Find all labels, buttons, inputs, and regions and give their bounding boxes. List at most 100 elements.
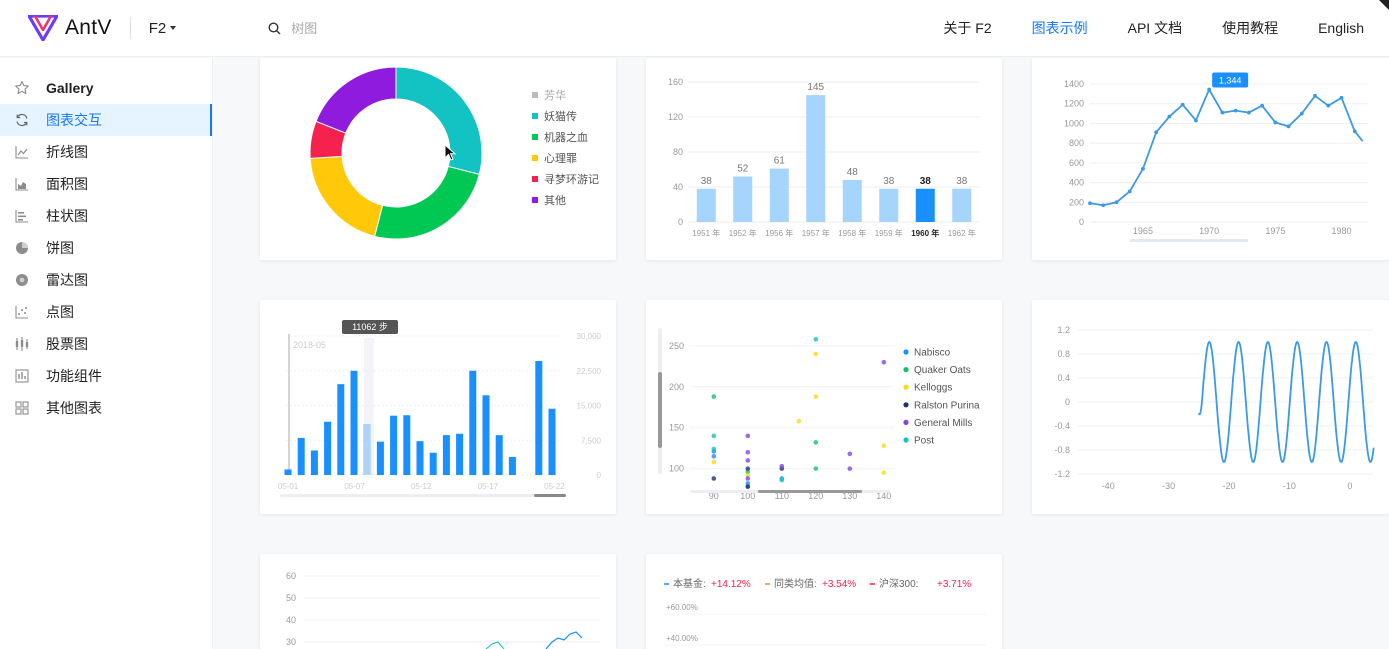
- data-point: [1154, 130, 1159, 135]
- bar: [310, 450, 318, 475]
- x-tick-label: 1960 年: [911, 228, 939, 238]
- legend-marker: [532, 113, 538, 119]
- scatter-point: [813, 394, 819, 399]
- series-line: [485, 641, 505, 649]
- scatter-point: [711, 394, 717, 399]
- x-tick-label: 130: [842, 491, 857, 501]
- sidebar-item-label: 柱状图: [46, 208, 88, 224]
- x-tick-label: 1957 年: [802, 228, 830, 238]
- data-label: 38: [920, 176, 932, 187]
- nav-tutorial[interactable]: 使用教程: [1222, 20, 1279, 36]
- legend-label: Ralston Purina: [914, 400, 980, 411]
- y-tick-label: 1000: [1064, 118, 1084, 128]
- sidebar-item-stock[interactable]: 股票图: [0, 328, 212, 360]
- chart-card-steps[interactable]: 0 7,500 15,000 22,500 30,000 2018-05 11062 步 05…: [260, 300, 616, 514]
- data-point: [1114, 200, 1119, 205]
- sidebar-item-dot[interactable]: 点图: [0, 296, 212, 328]
- bar: [297, 437, 305, 475]
- scatter-point: [813, 351, 819, 357]
- tooltip-text: 1,344: [1219, 76, 1242, 86]
- y-tick-label: 200: [669, 382, 684, 392]
- chart-card-sine[interactable]: -1.2 -0.8 -0.4 0 0.4 0.8 1.2 -40 -30 -20 -10 0: [1032, 300, 1389, 514]
- data-point: [1246, 110, 1251, 115]
- scatter-point: [745, 458, 751, 463]
- scatter-point: [881, 359, 887, 365]
- nav-about[interactable]: 关于 F2: [943, 20, 992, 36]
- scatter-point: [745, 466, 751, 471]
- line-chart: 0 200 400 600 800 1000 1200 1400 1965 1970 1975 198…: [1064, 72, 1368, 242]
- sidebar-item-label: 股票图: [46, 336, 88, 352]
- sidebar-item-line[interactable]: 折线图: [0, 136, 212, 168]
- chart-card-scatter[interactable]: 100 150 200 250 90 100 110 120 130 140 Nabisco Quak…: [646, 300, 1002, 514]
- search-input[interactable]: [291, 20, 492, 36]
- sidebar-item-bar[interactable]: 柱状图: [0, 200, 212, 232]
- sidebar-item-label: 功能组件: [46, 368, 102, 384]
- hover-band: [364, 338, 374, 475]
- x-tick-label: 120: [808, 491, 823, 501]
- sidebar-item-components[interactable]: 功能组件: [0, 360, 212, 392]
- y-tick-label: 0.4: [1057, 373, 1070, 383]
- legend-label: General Mills: [914, 418, 972, 429]
- sidebar-item-radar[interactable]: 雷达图: [0, 264, 212, 296]
- scatter-point: [745, 449, 751, 455]
- x-tick-label: 1975: [1265, 226, 1285, 236]
- legend-label: 沪深300:: [879, 577, 918, 590]
- antv-logo-icon: [28, 15, 58, 41]
- legend-label: Quaker Oats: [914, 365, 971, 376]
- data-point: [1233, 108, 1238, 113]
- data-label: 61: [774, 156, 786, 167]
- y-tick-label: 120: [668, 112, 683, 122]
- data-label: 52: [737, 164, 749, 175]
- data-point: [1101, 203, 1106, 208]
- bar: [390, 415, 398, 475]
- chart-card-donut[interactable]: 芳华 妖猫传 机器之血 心理罪 寻梦环游记 其他: [260, 58, 616, 260]
- top-nav: 关于 F2 图表示例 API 文档 使用教程 English: [923, 0, 1384, 57]
- y-tick-label: 200: [1069, 197, 1084, 207]
- sidebar-item-gallery[interactable]: Gallery: [0, 72, 212, 104]
- data-point: [1127, 189, 1132, 194]
- nav-examples[interactable]: 图表示例: [1031, 20, 1088, 36]
- bar: [696, 188, 716, 222]
- chart-card-bar[interactable]: 0 40 80 120 160 38 1951 年 52 1952 年 61 1956 年 145 19…: [646, 58, 1002, 260]
- pie-chart-icon: [14, 240, 30, 256]
- x-tick-label: 100: [740, 491, 755, 501]
- y-tick-label: +40.00%: [666, 634, 698, 643]
- nav-english[interactable]: English: [1318, 20, 1364, 36]
- scatter-chart: 100 150 200 250 90 100 110 120 130 140 Nabisco Quak…: [658, 328, 980, 501]
- line-chart-icon: [14, 144, 30, 160]
- x-tick-label: 05-01: [278, 482, 299, 491]
- mouse-cursor-icon: [444, 144, 457, 161]
- legend-value: +14.12%: [711, 579, 751, 590]
- x-tick-label: -20: [1223, 481, 1236, 491]
- x-tick-label: -40: [1102, 481, 1115, 491]
- y-tick-label: 15,000: [577, 402, 602, 411]
- chart-card-partial-line[interactable]: 30 40 50 60: [260, 554, 616, 649]
- bar: [535, 361, 543, 475]
- antv-logo[interactable]: AntV: [28, 0, 112, 57]
- product-switcher[interactable]: F2: [149, 20, 177, 37]
- scatter-point: [779, 477, 785, 483]
- sidebar-item-label: 点图: [46, 304, 74, 320]
- x-tick-label: 05-07: [344, 482, 365, 491]
- data-point: [1273, 120, 1278, 125]
- y-tick-label: 0: [1065, 397, 1070, 407]
- scatter-point: [745, 484, 751, 489]
- nav-api-docs[interactable]: API 文档: [1127, 20, 1183, 36]
- month-label: 2018-05: [293, 340, 326, 350]
- x-tick-label: 05-17: [478, 482, 499, 491]
- x-tick-label: 1970: [1199, 226, 1219, 236]
- sidebar-item-area[interactable]: 面积图: [0, 168, 212, 200]
- sidebar-item-other[interactable]: 其他图表: [0, 392, 212, 424]
- search-box: [268, 20, 492, 36]
- legend-label: 其他: [544, 194, 566, 207]
- sidebar-item-pie[interactable]: 饼图: [0, 232, 212, 264]
- sidebar-item-interaction[interactable]: 图表交互: [0, 104, 212, 136]
- scatter-point: [711, 459, 717, 465]
- legend-label: 寻梦环游记: [544, 173, 599, 186]
- steps-bar-chart: 0 7,500 15,000 22,500 30,000 2018-05 11062 步 05…: [278, 320, 602, 497]
- corner-marker: [1379, 0, 1389, 10]
- chart-card-line[interactable]: 0 200 400 600 800 1000 1200 1400 1965 1970 1975 198…: [1032, 58, 1389, 260]
- bar: [733, 176, 753, 222]
- chart-card-fund[interactable]: 本基金: +14.12% 同类均值: +3.54% 沪深300: +3.71% +60…: [646, 554, 1002, 649]
